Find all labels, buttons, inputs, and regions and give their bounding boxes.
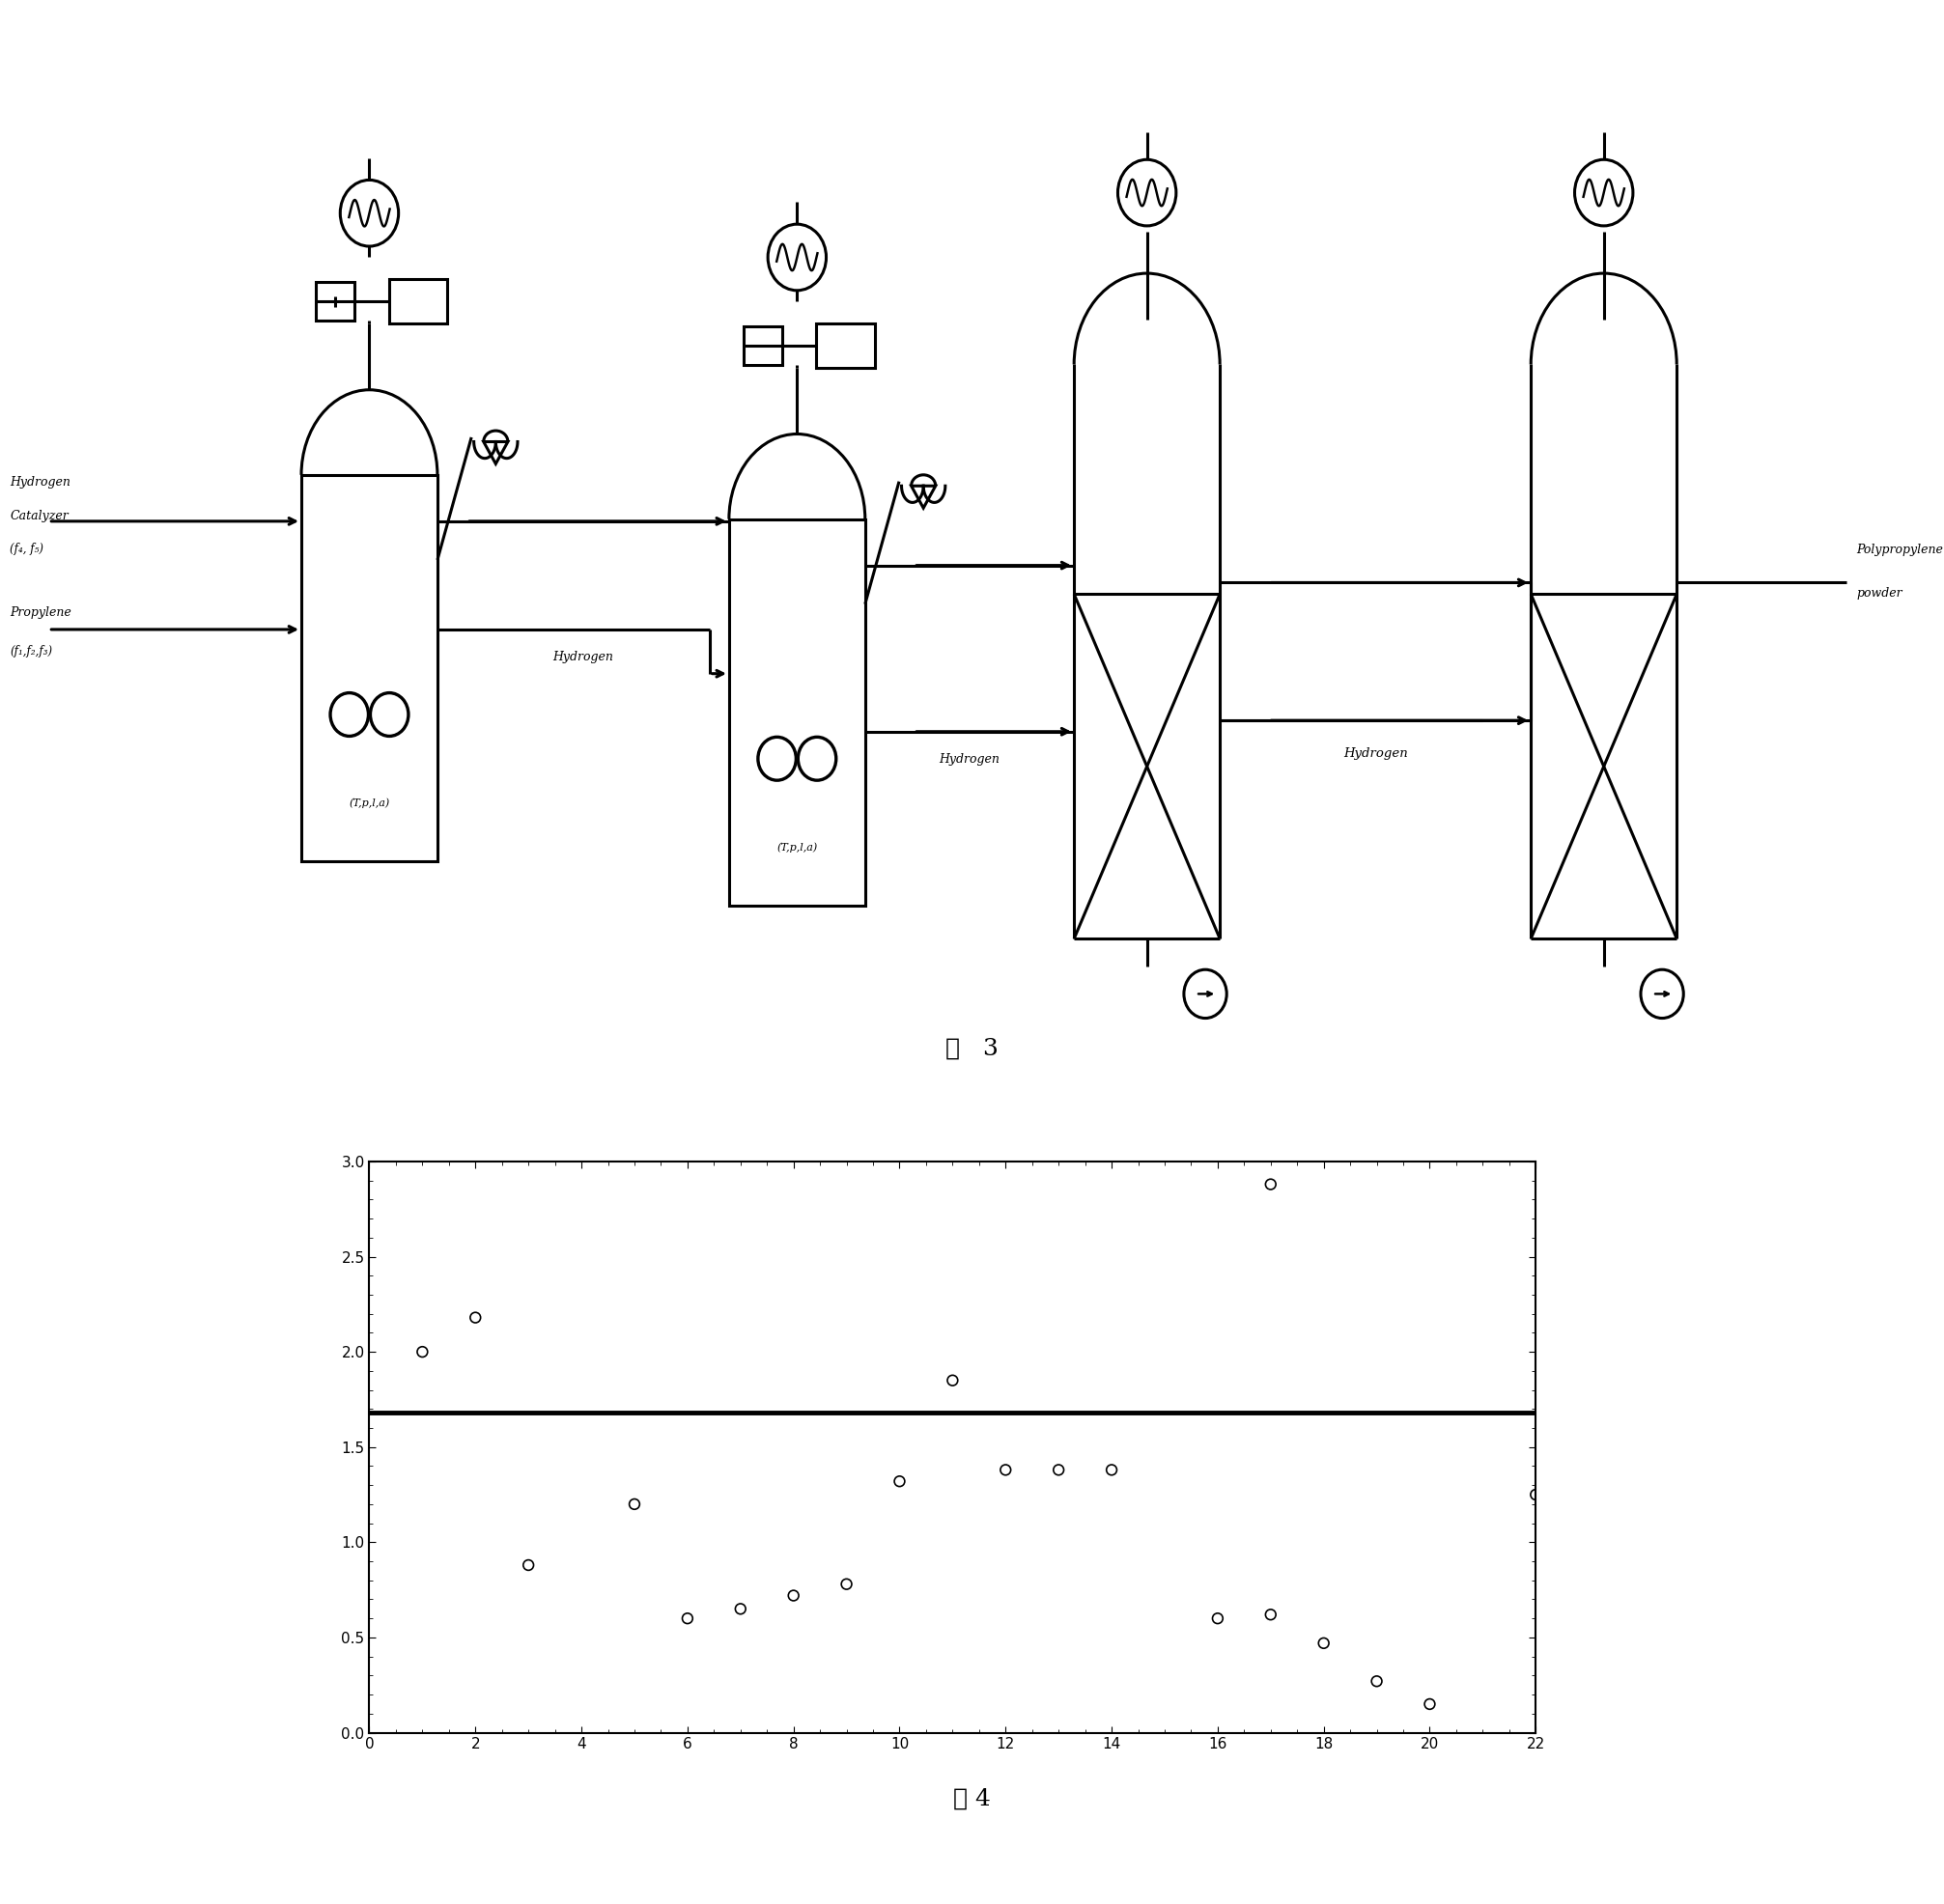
Text: Catalyzer: Catalyzer [10, 510, 68, 522]
Point [830, 1569, 861, 1599]
Text: Hydrogen: Hydrogen [552, 651, 614, 663]
Text: 图   3: 图 3 [945, 1038, 999, 1061]
Bar [729, 520, 865, 906]
Point [885, 1466, 916, 1497]
Text: (f₁,f₂,f₃): (f₁,f₂,f₃) [10, 645, 52, 657]
Text: Hydrogen: Hydrogen [939, 752, 999, 765]
Bar [743, 326, 781, 366]
Text: Hydrogen: Hydrogen [1343, 746, 1407, 760]
Point [461, 1302, 492, 1333]
Text: (f₄, f₅): (f₄, f₅) [10, 543, 43, 556]
Point [1096, 1455, 1128, 1485]
Bar [816, 324, 875, 367]
Point [1201, 1603, 1232, 1634]
Point [1413, 1689, 1444, 1719]
Point [1256, 1169, 1287, 1200]
Point [937, 1365, 968, 1396]
Point [513, 1550, 544, 1580]
Text: 图 4: 图 4 [953, 1788, 991, 1811]
Bar [389, 280, 447, 324]
Text: Hydrogen: Hydrogen [10, 476, 70, 489]
Point [989, 1455, 1021, 1485]
Text: Propylene: Propylene [10, 607, 72, 619]
Point [406, 1337, 437, 1367]
Point [673, 1603, 704, 1634]
Point [1308, 1628, 1339, 1658]
Point [618, 1489, 649, 1519]
Text: (T,p,l,a): (T,p,l,a) [350, 798, 389, 809]
Text: (T,p,l,a): (T,p,l,a) [778, 842, 816, 853]
Point [1361, 1666, 1392, 1696]
Bar [301, 474, 437, 861]
Point [1256, 1599, 1287, 1630]
Text: powder: powder [1857, 588, 1903, 600]
Point [1520, 1479, 1551, 1510]
Point [725, 1594, 756, 1624]
Point [1044, 1455, 1075, 1485]
Point [778, 1580, 809, 1611]
Bar [315, 282, 354, 320]
Text: Polypropylene: Polypropylene [1857, 543, 1944, 556]
